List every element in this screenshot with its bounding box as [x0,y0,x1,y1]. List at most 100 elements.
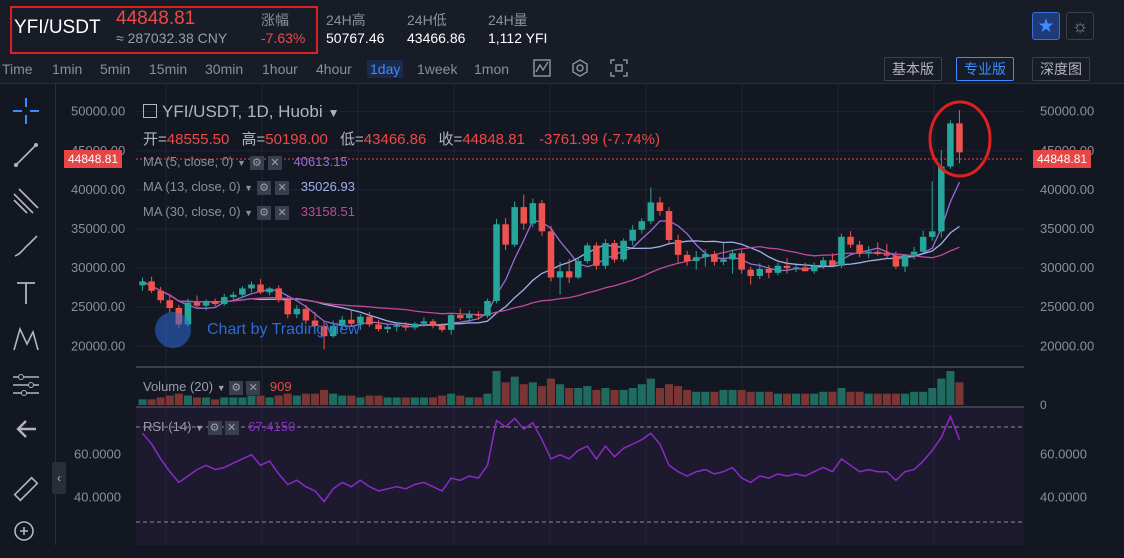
candle-body [801,267,809,272]
candle-body [892,255,900,267]
gear-icon[interactable]: ⚙ [229,381,244,395]
current-price-tag-left: 44848.81 [64,150,123,168]
candle-body [620,240,627,260]
fib-icon[interactable] [10,186,42,218]
volume-bar [238,397,247,405]
volume-bar [583,386,592,405]
change-value: -7.63% [261,30,306,46]
tf-15min[interactable]: 15min [149,61,188,77]
volume-bar [519,384,528,405]
candle-body [429,321,437,327]
close-icon[interactable]: ✕ [246,381,261,395]
candle-body [692,257,700,262]
tf-30min[interactable]: 30min [205,61,244,77]
theme-toggle-icon[interactable]: ☼ [1066,12,1094,40]
candle-body [502,224,509,245]
volume-legend[interactable]: Volume (20) ▼ ⚙ ✕ 909 [143,379,292,395]
candle-body [947,123,954,167]
chevron-down-icon: ▼ [327,106,340,120]
tf-1week[interactable]: 1week [417,61,458,77]
settings-icon[interactable] [569,59,591,79]
indicator-icon[interactable] [531,59,553,79]
chart-title[interactable]: YFI/USDT, 1D, Huobi ▼ [143,102,340,122]
candle-body [629,229,636,241]
candle-body [475,314,482,316]
ma5-legend[interactable]: MA (5, close, 0) ▼ ⚙ ✕ 40613.15 [143,154,348,170]
candle-body [810,265,818,272]
volume-bar [837,388,846,405]
high-value: 50198.00 [265,131,328,148]
ma13-value: 35026.93 [300,179,355,194]
candle-body [838,236,845,266]
volume-bar [338,395,347,405]
star-icon[interactable]: ★ [1032,12,1060,40]
fullscreen-icon[interactable] [608,59,630,79]
candle-body [820,260,827,266]
volume-bar [292,395,301,405]
candle-body [384,326,391,330]
pair-symbol[interactable]: YFI/USDT [14,17,101,38]
candle-body [938,166,945,232]
collapse-toolbar-icon[interactable]: ‹ [52,462,66,494]
back-arrow-icon[interactable] [10,414,42,446]
y-tick-right: 30000.00 [1040,260,1094,275]
trendline-icon[interactable] [10,140,42,172]
candle-body [765,268,773,273]
candle-body [529,203,537,224]
ma30-legend[interactable]: MA (30, close, 0) ▼ ⚙ ✕ 33158.51 [143,204,355,220]
volume-bar [683,389,692,405]
mode-pro-button[interactable]: 专业版 [956,57,1014,81]
volume-bar [864,393,873,405]
volume-bar [347,395,356,405]
change-value: -3761.99 (-7.74%) [539,131,660,148]
rsi-legend[interactable]: RSI (14) ▼ ⚙ ✕ 67.4150 [143,419,295,435]
tf-1day[interactable]: 1day [367,60,404,78]
price-chart[interactable]: 50000.0050000.0045000.0045000.0040000.00… [56,84,1124,545]
candle-body [647,202,655,222]
volume-bar [510,376,519,405]
tf-1mon[interactable]: 1mon [474,61,510,77]
tf-4hour[interactable]: 4hour [316,61,352,77]
candle-body [329,326,337,337]
candle-body [547,231,555,278]
zoom-in-icon[interactable] [10,518,42,550]
pattern-icon[interactable] [10,324,42,356]
volume-bar [891,393,900,405]
close-icon[interactable]: ✕ [275,205,290,220]
tf-5min[interactable]: 5min [100,61,131,77]
tf-1min[interactable]: 1min [52,61,83,77]
chevron-down-icon: ▼ [216,383,226,393]
volume-bar [392,397,401,405]
tf-1hour[interactable]: 1hour [262,61,298,77]
mode-basic-button[interactable]: 基本版 [884,57,942,81]
volume-bar [247,395,256,405]
ma13-legend[interactable]: MA (13, close, 0) ▼ ⚙ ✕ 35026.93 [143,179,355,195]
mode-depth-button[interactable]: 深度图 [1032,57,1090,81]
tf-time[interactable]: Time [2,61,33,77]
volume-bar [546,378,556,405]
volume-bar [728,389,737,405]
text-tool-icon[interactable] [10,278,42,310]
gear-icon[interactable]: ⚙ [257,205,272,220]
chart-title-text: YFI/USDT, 1D, Huobi [162,102,323,121]
volume-bar [283,393,292,405]
gear-icon[interactable]: ⚙ [249,155,264,170]
crosshair-icon[interactable] [10,96,42,128]
volume-bar [383,397,392,405]
close-icon[interactable]: ✕ [275,180,290,195]
gear-icon[interactable]: ⚙ [207,421,222,435]
close-icon[interactable]: ✕ [267,155,282,170]
ruler-icon[interactable] [10,474,42,506]
volume-bar [792,393,801,405]
candle-body [901,254,909,267]
ohlc-legend: 开=48555.50 高=50198.00 低=43466.86 收=44848… [143,128,660,149]
measure-lines-icon[interactable] [10,370,42,402]
volume-bar [156,397,165,405]
close-icon[interactable]: ✕ [224,421,239,435]
candle-body [148,281,155,291]
low-label: 24H低 [407,12,447,28]
volume-value: 1,112 YFI [488,30,548,46]
gear-icon[interactable]: ⚙ [257,180,272,195]
volume-bar [592,389,601,405]
brush-icon[interactable] [10,230,42,262]
